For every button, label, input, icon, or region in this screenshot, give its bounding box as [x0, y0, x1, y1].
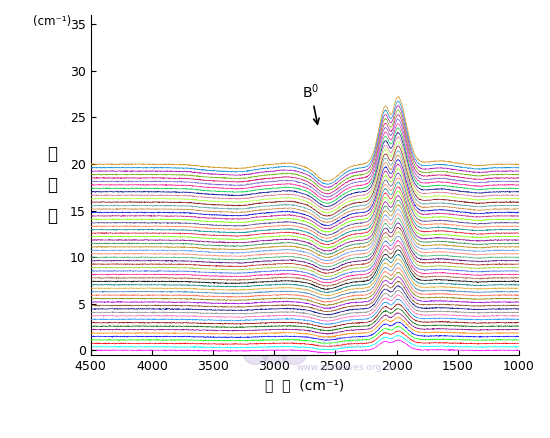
Text: 收: 收 — [47, 176, 57, 194]
Text: www.abrasives.org.cn: www.abrasives.org.cn — [297, 364, 396, 372]
Text: 吸: 吸 — [47, 145, 57, 163]
Text: 中国磨料磨具网: 中国磨料磨具网 — [318, 337, 364, 346]
Text: (cm⁻¹): (cm⁻¹) — [33, 15, 72, 28]
X-axis label: 波  数  (cm⁻¹): 波 数 (cm⁻¹) — [265, 378, 344, 392]
Text: B$^0$: B$^0$ — [302, 82, 320, 124]
Text: 率: 率 — [47, 207, 57, 225]
